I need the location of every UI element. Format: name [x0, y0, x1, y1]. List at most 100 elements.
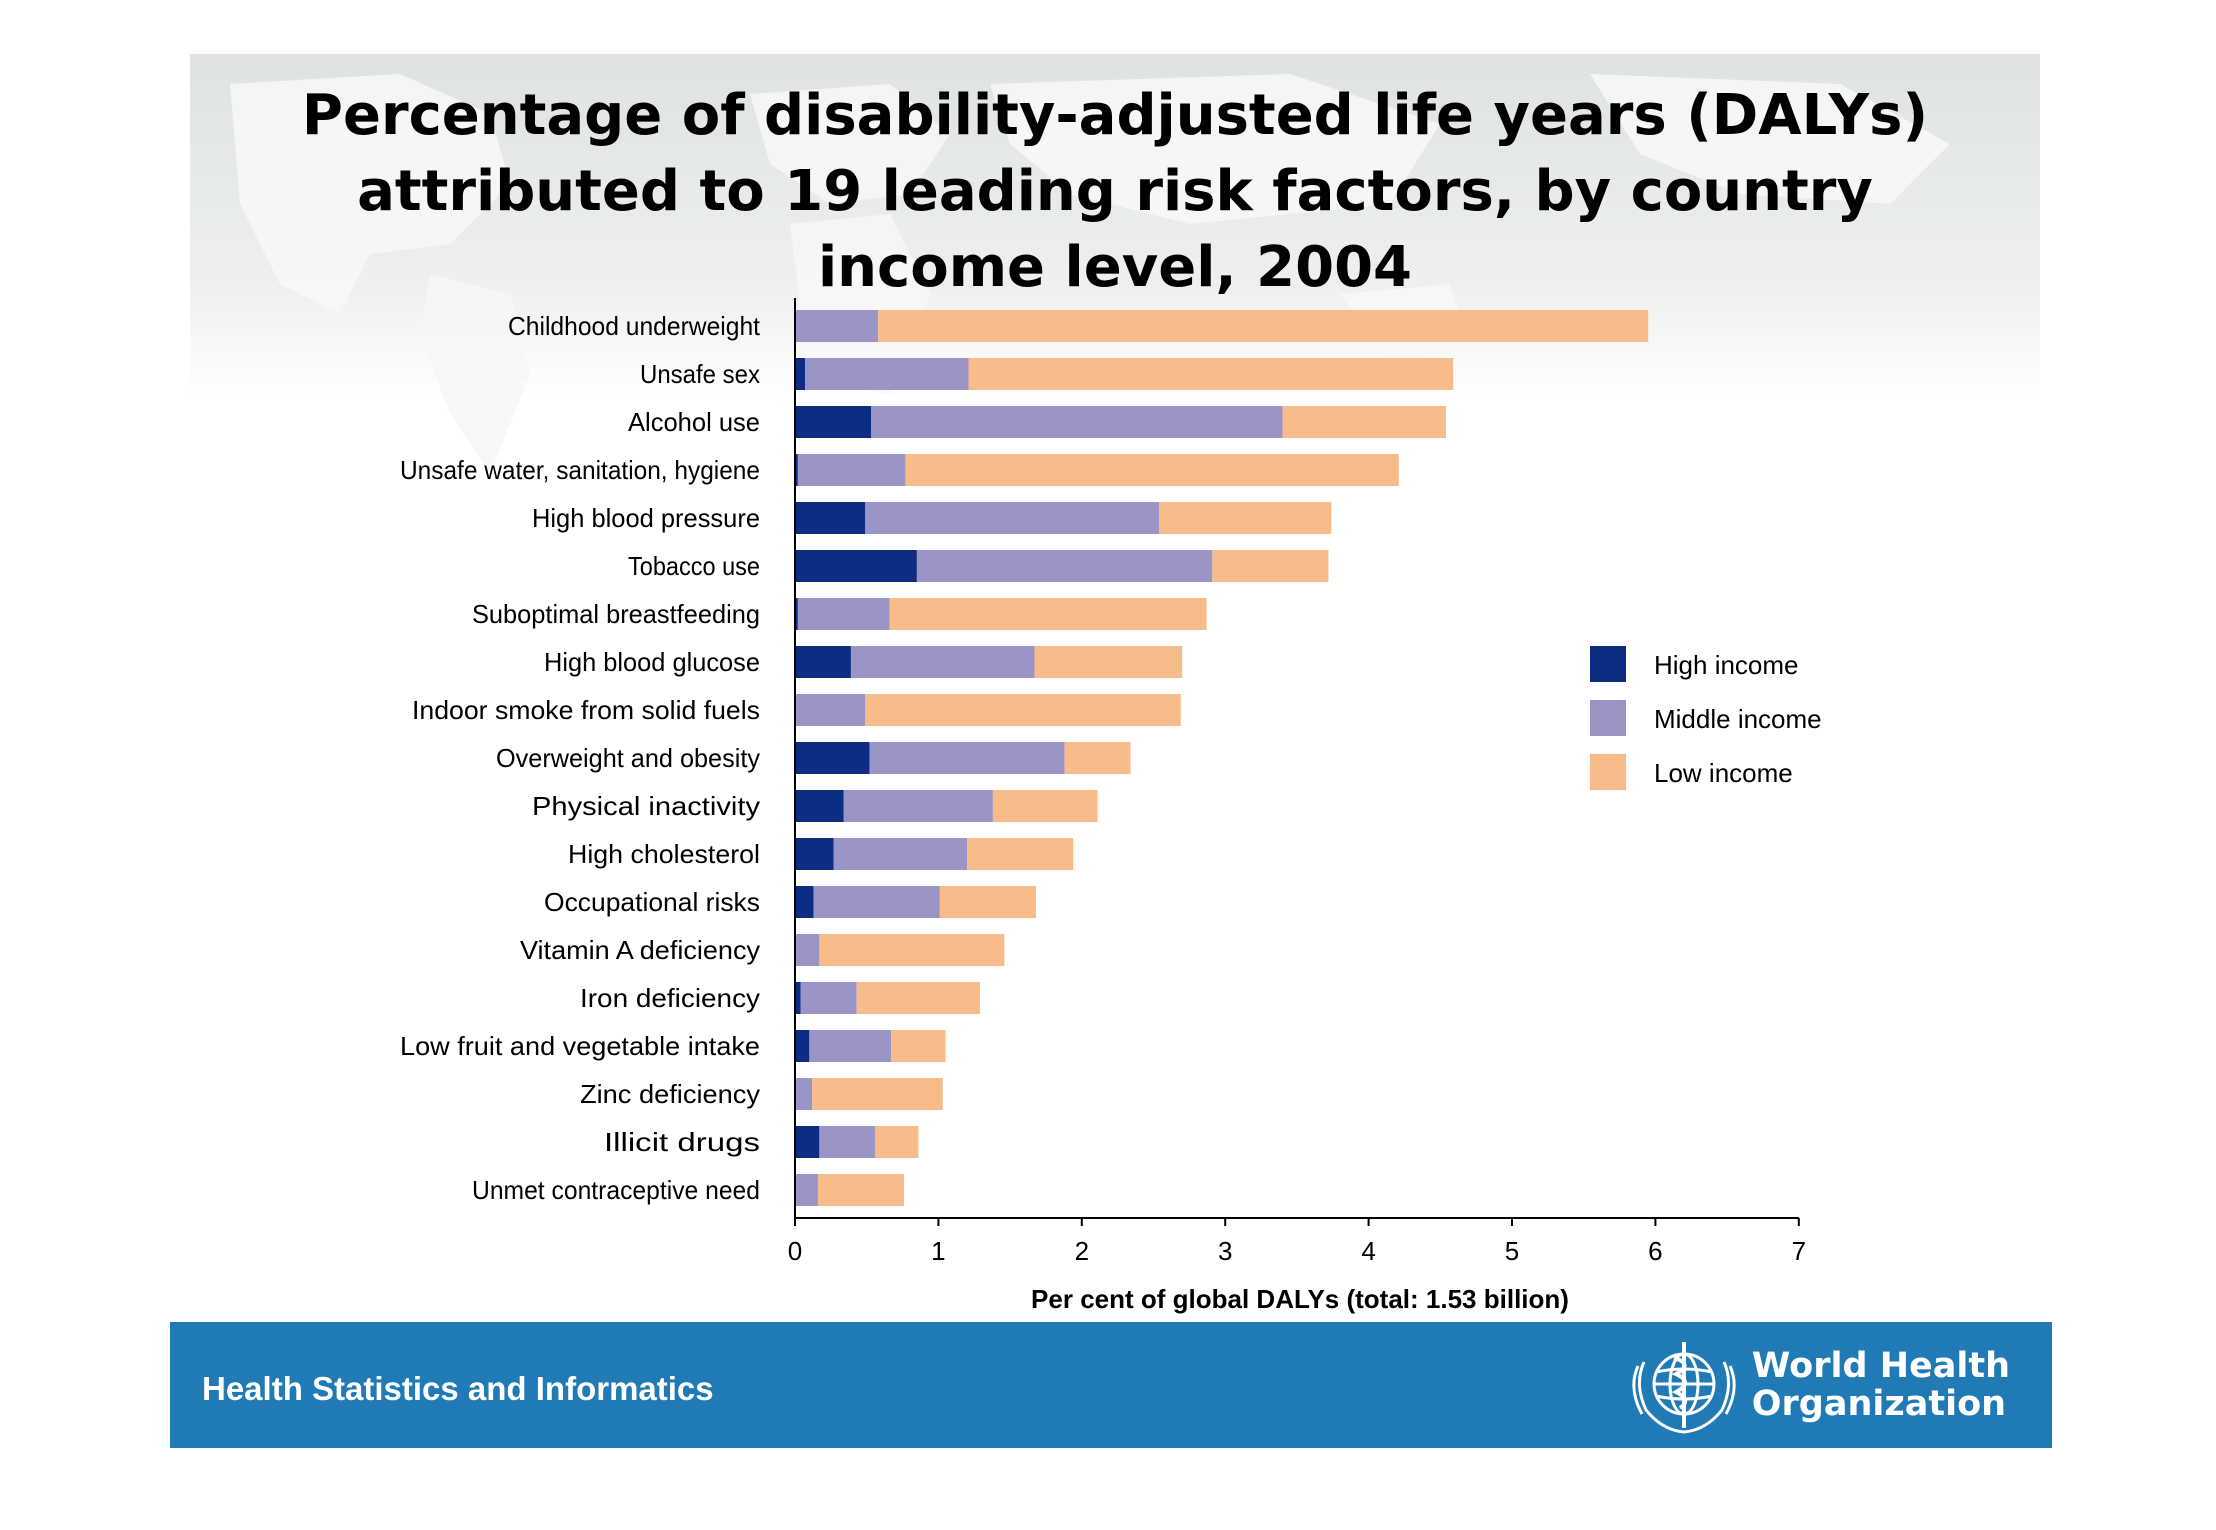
bar-middle-income [833, 838, 968, 870]
footer-text: Health Statistics and Informatics [202, 1370, 714, 1407]
bar-high-income [795, 406, 872, 438]
bar-middle-income [869, 742, 1065, 774]
category-label: Unsafe sex [640, 359, 760, 389]
bar-low-income [1064, 742, 1131, 774]
legend-label: Low income [1654, 758, 1793, 788]
bar-middle-income [916, 550, 1213, 582]
bar-low-income [812, 1078, 943, 1110]
bar-low-income [856, 982, 980, 1014]
category-label: Unmet contraceptive need [472, 1175, 760, 1205]
slide: Percentage of disability-adjusted life y… [190, 54, 2040, 1474]
footer-bar: Health Statistics and Informatics World … [170, 1322, 2052, 1448]
title-line-1: Percentage of disability-adjusted life y… [301, 83, 1929, 148]
category-label: Physical inactivity [532, 791, 760, 821]
bar-high-income [795, 1126, 820, 1158]
bar-middle-income [813, 886, 940, 918]
category-label: High blood glucose [544, 647, 760, 677]
bar-low-income [1282, 406, 1447, 438]
bar-high-income [795, 982, 801, 1014]
bar-high-income [795, 550, 917, 582]
category-label: Illicit drugs [604, 1127, 760, 1157]
bar-low-income [865, 694, 1181, 726]
x-tick-label: 6 [1648, 1236, 1662, 1266]
category-label: Low fruit and vegetable intake [400, 1031, 760, 1061]
bar-middle-income [850, 646, 1035, 678]
bar-middle-income [795, 1174, 818, 1206]
category-label: Vitamin A deficiency [520, 935, 760, 965]
title-line-3: income level, 2004 [817, 235, 1413, 300]
bar-low-income [891, 1030, 946, 1062]
stacked-bar-chart: Childhood underweight Unsafe sex Alcohol u… [400, 298, 1822, 1314]
bar-middle-income [795, 1078, 813, 1110]
category-label: Occupational risks [544, 887, 760, 917]
bar-middle-income [795, 310, 879, 342]
bar-high-income [795, 598, 798, 630]
x-tick-label: 5 [1505, 1236, 1519, 1266]
bar-high-income [795, 838, 834, 870]
legend-label: High income [1654, 650, 1799, 680]
x-tick-label: 2 [1075, 1236, 1089, 1266]
axes-group [794, 298, 1800, 1226]
who-name-line-2: Organization [1751, 1384, 2007, 1424]
bar-middle-income [797, 454, 906, 486]
bar-middle-income [805, 358, 969, 390]
bar-low-income [875, 1126, 919, 1158]
x-tick-label: 3 [1218, 1236, 1232, 1266]
bar-low-income [878, 310, 1649, 342]
category-label: Iron deficiency [580, 983, 760, 1013]
bar-high-income [795, 646, 851, 678]
legend-swatch-high-income [1590, 646, 1626, 682]
bar-middle-income [871, 406, 1283, 438]
category-label: High blood pressure [532, 503, 760, 533]
bar-middle-income [795, 934, 820, 966]
category-label: Childhood underweight [508, 311, 761, 341]
x-tick-label: 1 [931, 1236, 945, 1266]
bar-low-income [992, 790, 1098, 822]
category-label: Overweight and obesity [496, 743, 760, 773]
category-label: High cholesterol [568, 839, 760, 869]
who-name: World Health Organization [1752, 1347, 2010, 1423]
bar-high-income [795, 742, 870, 774]
legend-swatch-middle-income [1590, 700, 1626, 736]
bar-middle-income [819, 1126, 876, 1158]
bar-middle-income [809, 1030, 892, 1062]
category-label: Alcohol use [628, 407, 760, 437]
bar-high-income [795, 886, 814, 918]
bar-high-income [795, 454, 798, 486]
who-emblem-icon [1632, 1342, 1736, 1434]
category-label: Suboptimal breastfeeding [472, 599, 760, 629]
bar-high-income [795, 358, 806, 390]
legend-label: Middle income [1654, 704, 1822, 734]
world-map-background [190, 54, 2040, 1324]
bar-middle-income [800, 982, 857, 1014]
bar-low-income [889, 598, 1207, 630]
bar-middle-income [865, 502, 1160, 534]
bar-low-income [1034, 646, 1183, 678]
legend: High income Middle income Low income [1590, 646, 1822, 790]
bar-middle-income [843, 790, 993, 822]
bar-low-income [967, 838, 1074, 870]
legend-swatch-low-income [1590, 754, 1626, 790]
who-logo: World Health Organization [1624, 1332, 2010, 1438]
x-tick-labels: 0 1 2 3 4 5 6 7 [788, 1236, 1806, 1266]
category-label: Indoor smoke from solid fuels [412, 695, 760, 725]
x-tick-label: 7 [1792, 1236, 1806, 1266]
bar-low-income [905, 454, 1399, 486]
bar-low-income [819, 934, 1005, 966]
category-label: Zinc deficiency [580, 1079, 760, 1109]
bar-middle-income [797, 598, 890, 630]
title-line-2: attributed to 19 leading risk factors, b… [357, 159, 1873, 224]
chart-title: Percentage of disability-adjusted life y… [190, 78, 2040, 306]
x-axis-label: Per cent of global DALYs (total: 1.53 bi… [1031, 1284, 1569, 1314]
x-tick-label: 4 [1361, 1236, 1375, 1266]
category-labels: Childhood underweight Unsafe sex Alcohol u… [400, 311, 761, 1205]
bar-high-income [795, 502, 866, 534]
x-tick-label: 0 [788, 1236, 802, 1266]
category-label: Tobacco use [628, 551, 760, 581]
bar-low-income [817, 1174, 904, 1206]
bar-high-income [795, 790, 844, 822]
bar-high-income [795, 1030, 810, 1062]
bar-middle-income [795, 694, 866, 726]
bar-low-income [968, 358, 1454, 390]
bar-low-income [1159, 502, 1332, 534]
